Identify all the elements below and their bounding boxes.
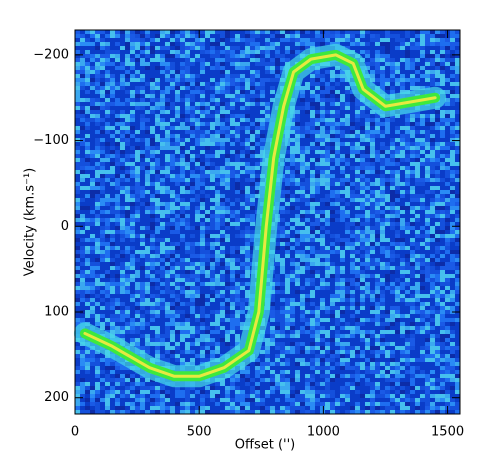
x-tick-label: 1000 (307, 425, 340, 440)
y-tick-label: 0 (61, 219, 69, 234)
y-tick-label: 200 (44, 390, 69, 405)
x-tick-label: 500 (187, 425, 212, 440)
y-tick-label: 100 (44, 305, 69, 320)
y-tick-label: −200 (33, 47, 69, 62)
x-axis-label: Offset ('') (235, 438, 295, 453)
x-tick-label: 0 (71, 425, 79, 440)
x-tick-label: 1500 (431, 425, 464, 440)
y-axis-label: Velocity (km.s⁻¹) (23, 168, 38, 276)
y-tick-label: −100 (33, 133, 69, 148)
